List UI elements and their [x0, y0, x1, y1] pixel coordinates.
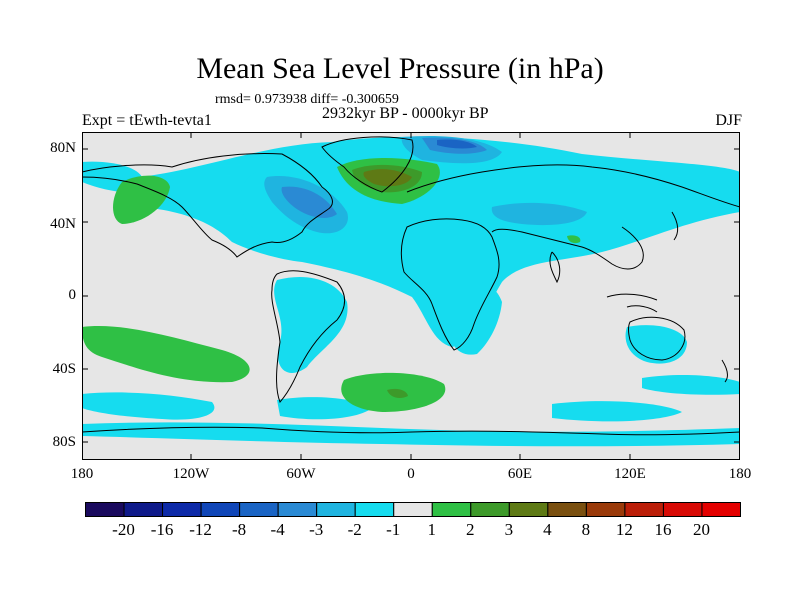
- colorbar-label: 8: [581, 520, 591, 539]
- colorbar-label: -16: [150, 520, 174, 539]
- colorbar-label: 2: [466, 520, 475, 539]
- colorbar-box: [277, 502, 318, 517]
- pos-region-north-pacific: [113, 175, 170, 224]
- coast-australia: [628, 316, 686, 361]
- colorbar-box: [431, 502, 472, 517]
- colorbar-box: [85, 502, 125, 517]
- neg-region-labrador-core: [281, 186, 337, 218]
- lat-label-40s: 40S: [52, 361, 76, 377]
- coast-eurasia: [406, 164, 740, 284]
- coast-indonesia: [606, 293, 658, 313]
- colorbar-label: 12: [615, 520, 633, 539]
- colorbar-label: 1: [427, 520, 437, 539]
- colorbar-label: 3: [504, 520, 514, 539]
- colorbar-box: [200, 502, 241, 517]
- coast-antarctica: [82, 426, 740, 436]
- lon-label-180e: 180: [728, 466, 752, 482]
- colorbar-box: [547, 502, 587, 517]
- map-plot: [82, 132, 740, 460]
- stats-line: rmsd= 0.973938 diff= -0.300659: [215, 92, 399, 107]
- colorbar-label: -3: [309, 520, 324, 539]
- colorbar-box: [316, 502, 356, 517]
- lon-label-120e: 120E: [614, 466, 646, 482]
- coast-south-america: [271, 270, 345, 403]
- colorbar-label: -4: [270, 520, 285, 539]
- lon-label-60w: 60W: [286, 466, 316, 482]
- contour-fields: [82, 135, 740, 447]
- lat-label-80s: 80S: [52, 434, 76, 450]
- colorbar-label: -20: [112, 520, 135, 539]
- lon-label-120w: 120W: [172, 466, 210, 482]
- colorbar-box: [662, 502, 703, 517]
- neg-region-antarctic: [82, 422, 740, 447]
- colorbar-label: 16: [654, 520, 672, 539]
- coast-japan: [671, 211, 679, 241]
- neg-region-southern-ocean: [82, 375, 740, 422]
- colorbar-box: [470, 502, 510, 517]
- colorbar-label: -1: [386, 520, 401, 539]
- colorbar-label: 4: [543, 520, 552, 539]
- coastlines: [82, 136, 740, 436]
- chart-title: Mean Sea Level Pressure (in hPa): [196, 52, 604, 85]
- neg-region-south-america: [274, 276, 348, 373]
- colorbar-box: [123, 502, 164, 517]
- lon-label-180w: 180: [70, 466, 94, 482]
- pos-region-small-asia: [567, 235, 581, 244]
- colorbar-label: 20: [692, 520, 710, 539]
- neg-region-central-asia: [491, 202, 587, 226]
- pos-region-greenland-core: [363, 169, 412, 187]
- colorbar-box: [624, 502, 664, 517]
- colorbar-box: [508, 502, 549, 517]
- colorbar: [85, 502, 741, 517]
- coast-greenland: [321, 136, 414, 193]
- colorbar-label: -2: [347, 520, 362, 539]
- colorbar-box: [701, 502, 741, 517]
- colorbar-box: [239, 502, 279, 517]
- neg-region-barents-deep: [437, 139, 477, 149]
- pos-region-south-pacific: [82, 326, 250, 383]
- pos-region-south-atlantic-core: [387, 388, 408, 398]
- neg-region-indian-ocean: [449, 280, 502, 355]
- lon-ticks: [190, 132, 631, 460]
- coast-north-america: [82, 153, 333, 258]
- season-label: DJF: [715, 112, 742, 129]
- experiment-label: Expt = tEwth-tevta1: [82, 112, 212, 129]
- period-label: 2932kyr BP - 0000kyr BP: [322, 105, 489, 122]
- lon-label-60e: 60E: [507, 466, 533, 482]
- colorbar-label: -12: [189, 520, 212, 539]
- lat-ticks: [82, 148, 740, 443]
- lat-label-40n: 40N: [50, 216, 76, 232]
- colorbar-box: [162, 502, 202, 517]
- colorbar-box: [585, 502, 626, 517]
- coast-africa-europe: [400, 218, 500, 351]
- lat-label-eq: 0: [68, 287, 77, 303]
- colorbar-box: [354, 502, 395, 517]
- lat-label-80n: 80N: [50, 140, 76, 156]
- colorbar-label: -8: [232, 520, 247, 539]
- coast-new-zealand: [721, 359, 729, 383]
- lon-label-0: 0: [407, 466, 415, 482]
- colorbar-box: [393, 502, 433, 517]
